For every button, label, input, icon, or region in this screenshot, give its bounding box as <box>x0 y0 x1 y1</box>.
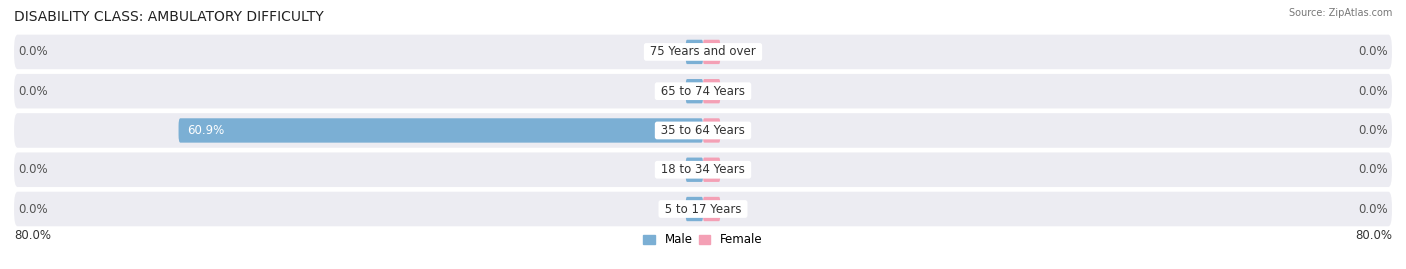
FancyBboxPatch shape <box>14 153 1392 187</box>
Text: 35 to 64 Years: 35 to 64 Years <box>657 124 749 137</box>
Text: 0.0%: 0.0% <box>18 203 48 215</box>
FancyBboxPatch shape <box>703 79 720 103</box>
FancyBboxPatch shape <box>703 118 720 143</box>
Text: 0.0%: 0.0% <box>1358 203 1388 215</box>
FancyBboxPatch shape <box>179 118 703 143</box>
Text: 0.0%: 0.0% <box>1358 85 1388 98</box>
Text: Source: ZipAtlas.com: Source: ZipAtlas.com <box>1288 8 1392 18</box>
Legend: Male, Female: Male, Female <box>644 233 762 246</box>
Text: 0.0%: 0.0% <box>1358 163 1388 176</box>
Text: 0.0%: 0.0% <box>1358 45 1388 58</box>
FancyBboxPatch shape <box>686 40 703 64</box>
FancyBboxPatch shape <box>14 192 1392 226</box>
Text: 75 Years and over: 75 Years and over <box>647 45 759 58</box>
FancyBboxPatch shape <box>14 35 1392 69</box>
Text: 0.0%: 0.0% <box>18 85 48 98</box>
FancyBboxPatch shape <box>686 197 703 221</box>
Text: 80.0%: 80.0% <box>1355 229 1392 242</box>
Text: 5 to 17 Years: 5 to 17 Years <box>661 203 745 215</box>
FancyBboxPatch shape <box>686 158 703 182</box>
Text: 0.0%: 0.0% <box>18 45 48 58</box>
FancyBboxPatch shape <box>14 113 1392 148</box>
FancyBboxPatch shape <box>703 158 720 182</box>
Text: DISABILITY CLASS: AMBULATORY DIFFICULTY: DISABILITY CLASS: AMBULATORY DIFFICULTY <box>14 10 323 24</box>
Text: 0.0%: 0.0% <box>18 163 48 176</box>
Text: 80.0%: 80.0% <box>14 229 51 242</box>
Text: 0.0%: 0.0% <box>1358 124 1388 137</box>
FancyBboxPatch shape <box>686 79 703 103</box>
FancyBboxPatch shape <box>703 40 720 64</box>
Text: 65 to 74 Years: 65 to 74 Years <box>657 85 749 98</box>
FancyBboxPatch shape <box>703 197 720 221</box>
Text: 18 to 34 Years: 18 to 34 Years <box>657 163 749 176</box>
Text: 60.9%: 60.9% <box>187 124 225 137</box>
FancyBboxPatch shape <box>14 74 1392 108</box>
